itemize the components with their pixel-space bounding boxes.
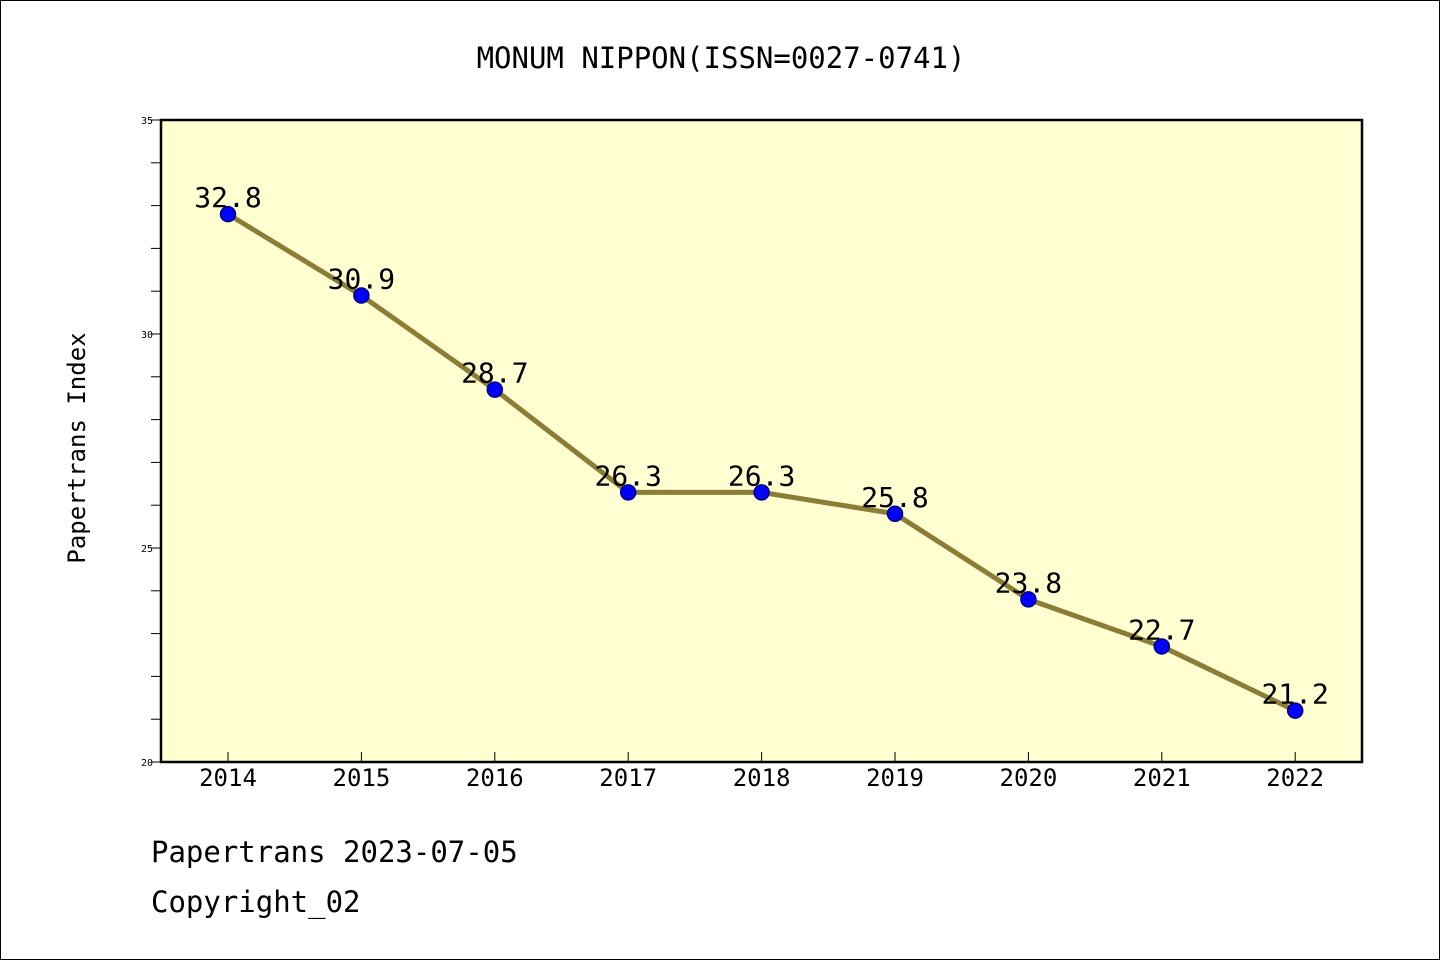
x-tick-label: 2017: [599, 764, 657, 792]
x-tick-label: 2020: [1000, 764, 1058, 792]
chart-title: MONUM NIPPON(ISSN=0027-0741): [477, 41, 966, 75]
data-point: [886, 505, 904, 523]
data-point: [1020, 591, 1037, 608]
y-axis-ticks: 20 25 30 35: [141, 116, 161, 769]
y-axis-label: Papertrans Index: [63, 332, 91, 563]
x-tick-label: 2021: [1133, 764, 1191, 792]
data-point: [753, 484, 770, 501]
data-label: 32.8: [194, 181, 261, 214]
data-point: [486, 381, 504, 398]
data-label: 28.7: [461, 357, 528, 390]
x-tick-label: 2016: [466, 764, 524, 792]
y-tick-label: 30: [141, 330, 153, 341]
y-tick-label: 25: [141, 544, 153, 555]
x-tick-label: 2019: [866, 764, 924, 792]
series-points-group: [219, 205, 1304, 719]
data-label: 26.3: [728, 459, 795, 492]
data-label: 21.2: [1261, 678, 1328, 711]
footer-date: Papertrans 2023-07-05: [151, 835, 518, 869]
data-point: [219, 205, 237, 223]
data-point: [1286, 702, 1304, 719]
data-label: 23.8: [995, 566, 1062, 599]
data-point: [619, 484, 637, 501]
x-tick-label: 2018: [733, 764, 791, 792]
y-tick-label: 20: [141, 758, 153, 769]
data-point: [1153, 638, 1171, 655]
footer-copyright: Copyright_02: [151, 885, 361, 919]
data-point: [353, 287, 370, 304]
data-label: 30.9: [328, 262, 395, 295]
data-label: 25.8: [861, 481, 928, 514]
y-tick-label: 35: [141, 116, 153, 127]
x-tick-label: 2015: [333, 764, 391, 792]
x-axis-ticks: 2014 2015 2016 2017 2018 2019 2020 2021 2022: [199, 752, 1324, 792]
data-label: 22.7: [1128, 613, 1195, 646]
data-label: 26.3: [594, 459, 661, 492]
x-tick-label: 2022: [1266, 764, 1324, 792]
x-tick-label: 2014: [199, 764, 257, 792]
data-labels-group: 32.8 30.9 28.7 26.3 26.3 25.8 23.8 22.7 21.2: [194, 181, 1329, 710]
plot-area: [159, 118, 1364, 764]
